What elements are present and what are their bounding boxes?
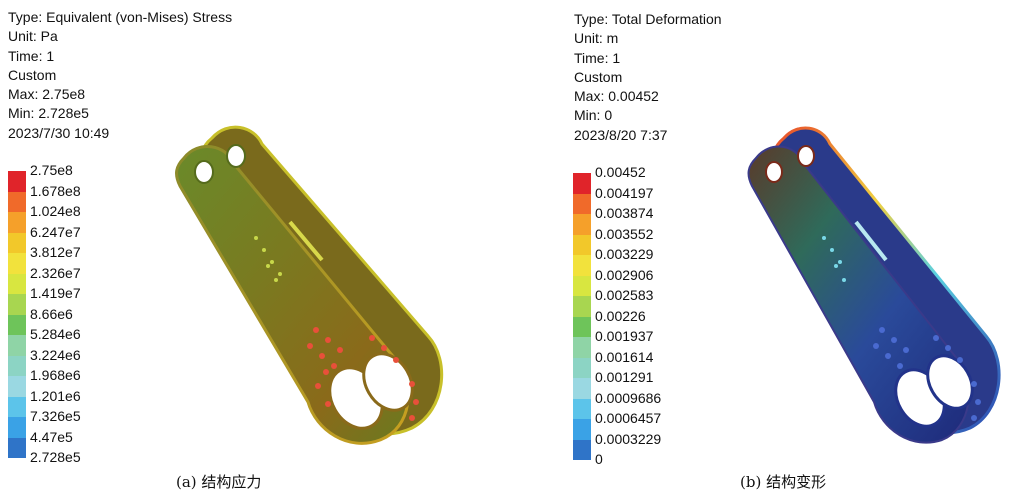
legend-swatch	[8, 294, 26, 315]
legend-tick-label: 0.00452	[595, 164, 646, 180]
custom-label: Custom	[8, 66, 57, 83]
legend-swatch	[573, 234, 591, 255]
legend-swatch	[573, 337, 591, 358]
legend-tick-label: 0.002583	[595, 287, 654, 303]
legend-swatch	[573, 378, 591, 399]
legend-tick-label: 0.003552	[595, 225, 654, 242]
time-label: Time: 1	[8, 47, 55, 64]
legend-tick-label: 1.024e8	[30, 203, 81, 219]
legend-tick-label: 1.678e8	[30, 182, 81, 199]
min-label: Min: 0	[574, 107, 613, 124]
legend-tick-label: 2.728e5	[30, 449, 81, 465]
legend-swatch	[573, 193, 591, 214]
legend-tick-label: 0.0006457	[595, 410, 662, 426]
legend-swatch	[8, 253, 26, 274]
max-label: Max: 2.75e8	[8, 86, 86, 103]
legend-tick-label: 0.003874	[595, 205, 654, 221]
legend-tick-label: 6.247e7	[30, 223, 81, 240]
legend-swatch	[573, 419, 591, 440]
legend-swatch	[573, 275, 591, 296]
legend-tick-label: 0.001614	[595, 348, 654, 365]
legend-tick-label: 1.419e7	[30, 285, 81, 301]
stress-caption: (a) 结构应力	[176, 473, 262, 491]
legend-swatch	[573, 255, 591, 276]
legend-swatch	[8, 212, 26, 233]
deformation-caption: (b) 结构变形	[740, 473, 827, 491]
deformation-info-block: Type: Total Deformation Unit: m Time: 1 …	[574, 10, 722, 145]
legend-tick-label: 0.0003229	[595, 430, 662, 447]
panel-stress: Type: Equivalent (von-Mises) Stress Unit…	[0, 0, 505, 493]
max-label: Max: 0.00452	[574, 88, 659, 105]
legend-swatch	[8, 171, 26, 192]
legend-swatch	[8, 417, 26, 438]
unit-label: Unit: Pa	[8, 28, 58, 45]
legend-swatch	[573, 398, 591, 419]
stress-info-block: Type: Equivalent (von-Mises) Stress Unit…	[8, 8, 232, 143]
deformation-bracket-model	[747, 126, 1001, 444]
legend-swatch	[8, 355, 26, 376]
unit-label: Unit: m	[574, 30, 619, 47]
legend-tick-label: 8.66e6	[30, 305, 73, 322]
legend-tick-label: 0.003229	[595, 246, 654, 262]
date-label: 2023/8/20 7:37	[574, 126, 668, 143]
date-label: 2023/7/30 10:49	[8, 124, 110, 141]
legend-tick-label: 5.284e6	[30, 326, 81, 342]
legend-swatch	[573, 439, 591, 460]
legend-swatch	[8, 437, 26, 458]
legend-swatch	[573, 214, 591, 235]
legend-swatch	[8, 191, 26, 212]
legend-tick-label: 0.00226	[595, 307, 646, 324]
legend-tick-label: 3.812e7	[30, 244, 81, 260]
legend-tick-label: 1.201e6	[30, 387, 81, 404]
legend-swatch	[8, 396, 26, 417]
legend-swatch	[8, 376, 26, 397]
stress-bracket-model	[175, 125, 444, 445]
legend-tick-label: 0	[595, 451, 603, 467]
legend-swatch	[8, 335, 26, 356]
legend-tick-label: 0.001937	[595, 328, 654, 344]
legend-tick-label: 4.47e5	[30, 428, 73, 445]
result-type-label: Type: Equivalent (von-Mises) Stress	[8, 9, 233, 25]
legend-tick-label: 0.004197	[595, 184, 654, 201]
panel-deformation: Type: Total Deformation Unit: m Time: 1 …	[506, 0, 1011, 493]
legend-swatch	[573, 296, 591, 317]
legend-tick-label: 0.002906	[595, 266, 654, 283]
legend-swatch	[573, 173, 591, 194]
legend-tick-label: 0.001291	[595, 369, 654, 385]
min-label: Min: 2.728e5	[8, 105, 89, 122]
time-label: Time: 1	[574, 49, 621, 66]
legend-swatch	[8, 273, 26, 294]
legend-tick-label: 3.224e6	[30, 346, 81, 363]
legend-tick-label: 2.326e7	[30, 264, 81, 281]
legend-tick-label: 2.75e8	[30, 162, 73, 178]
result-type-label: Type: Total Deformation	[574, 11, 722, 27]
legend-swatch	[8, 232, 26, 253]
legend-swatch	[573, 316, 591, 337]
legend-swatch	[573, 357, 591, 378]
legend-tick-label: 1.968e6	[30, 367, 81, 383]
custom-label: Custom	[574, 68, 623, 85]
legend-swatch	[8, 314, 26, 335]
legend-tick-label: 0.0009686	[595, 389, 662, 406]
legend-tick-label: 7.326e5	[30, 408, 81, 424]
